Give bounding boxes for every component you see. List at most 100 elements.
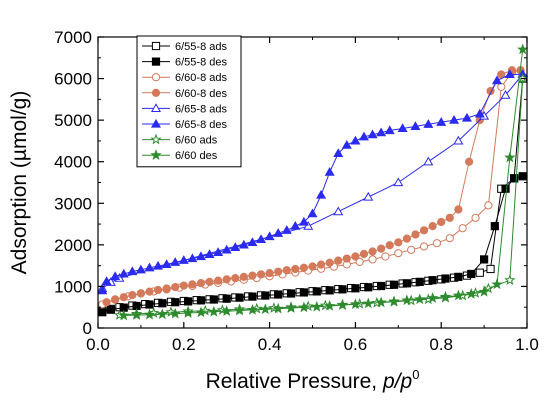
data-point-6-60-8-des — [497, 70, 506, 79]
data-point-6-60-8-des — [188, 280, 197, 289]
data-point-6-65-8-des — [144, 262, 155, 272]
data-point-6-60-8-des — [179, 281, 188, 290]
data-point-6-55-8-des — [106, 305, 115, 314]
data-point-6-60-des — [195, 306, 207, 318]
data-point-6-65-8-des — [230, 242, 241, 251]
data-point-6-60-8-ads — [432, 239, 442, 248]
data-point-6-55-8-des — [286, 289, 296, 298]
data-point-6-65-8-des — [101, 276, 112, 286]
data-point-6-60-8-des — [162, 284, 171, 293]
data-point-6-65-8-des — [449, 114, 460, 124]
data-point-6-55-8-des — [351, 284, 360, 293]
y-tick-label: 2000 — [54, 236, 92, 255]
data-point-6-55-8-des — [183, 297, 193, 306]
data-point-6-65-8-des — [491, 75, 502, 85]
data-point-6-65-8-ads — [303, 221, 314, 230]
data-point-6-60-8-des — [299, 263, 309, 272]
data-point-6-65-8-des — [436, 117, 447, 126]
data-point-6-65-8-des — [410, 121, 421, 130]
data-point-6-60-8-des — [368, 247, 377, 256]
data-point-6-60-des — [452, 289, 464, 301]
data-point-6-65-8-des — [307, 208, 318, 218]
data-point-6-65-8-des — [213, 247, 224, 256]
data-point-6-60-des — [336, 299, 349, 310]
data-point-6-60-des — [118, 309, 130, 321]
data-point-6-65-8-des — [247, 237, 258, 246]
x-tick-label: 0.6 — [344, 335, 368, 354]
data-point-6-65-8-des — [461, 112, 472, 122]
data-point-6-55-8-des — [402, 279, 411, 288]
data-point-6-65-8-des — [238, 239, 249, 249]
y-tick-label: 0 — [83, 319, 92, 338]
data-point-6-60-8-des — [231, 274, 240, 283]
data-point-6-55-8-des — [261, 291, 270, 300]
y-axis-title: Adsorption (µmol/g) — [8, 91, 31, 275]
data-point-6-55-8-des — [510, 174, 519, 183]
data-point-6-55-8-des — [364, 283, 373, 292]
legend-label-6-60-des: 6/60 des — [175, 150, 218, 162]
data-point-6-60-des — [221, 305, 233, 316]
data-point-6-65-8-ads — [453, 135, 464, 145]
data-point-6-60-8-des — [222, 275, 231, 284]
data-point-6-55-8-des — [480, 255, 489, 264]
data-point-6-60-8-des — [119, 293, 128, 302]
legend-marker-6-60-des — [150, 149, 162, 160]
data-point-6-60-des — [259, 303, 271, 315]
data-point-6-55-8-des — [209, 295, 218, 304]
legend-marker-6-55-8-ads — [151, 41, 161, 51]
data-point-6-60-8-des — [239, 272, 248, 281]
data-point-6-65-8-des — [290, 221, 301, 230]
data-point-6-65-8-ads — [333, 206, 344, 216]
data-point-6-65-8-des — [127, 266, 138, 276]
data-point-6-55-8-des — [98, 308, 107, 317]
data-point-6-60-8-des — [437, 217, 446, 227]
data-point-6-60-8-des — [316, 260, 326, 269]
data-point-6-60-8-des — [464, 157, 474, 166]
data-point-6-60-8-des — [411, 230, 420, 239]
data-point-6-60-8-des — [128, 291, 137, 300]
data-point-6-55-8-des — [441, 274, 450, 283]
data-point-6-60-8-ads — [458, 224, 467, 233]
data-point-6-60-8-des — [419, 226, 429, 235]
data-point-6-60-des — [478, 285, 490, 297]
data-point-6-60-8-ads — [407, 245, 416, 254]
series-6-60-8-des — [102, 66, 525, 307]
data-point-6-60-des — [517, 43, 529, 55]
data-point-6-60-des — [349, 298, 362, 310]
x-title-superscript: 0 — [412, 367, 419, 382]
data-point-6-60-8-des — [205, 277, 214, 286]
data-point-6-60-8-des — [111, 295, 120, 304]
legend-marker-6-60-8-des — [151, 88, 161, 97]
data-point-6-65-8-ads — [500, 90, 511, 99]
data-point-6-60-8-des — [274, 267, 283, 276]
data-point-6-60-8-des — [196, 279, 206, 288]
legend-label-6-60-ads: 6/60 ads — [175, 135, 218, 147]
data-point-6-65-8-des — [281, 225, 292, 234]
data-point-6-65-8-des — [397, 123, 408, 133]
data-point-6-60-8-des — [282, 266, 291, 275]
data-point-6-55-8-des — [454, 272, 463, 281]
data-point-6-60-8-des — [153, 285, 163, 295]
data-point-6-60-8-des — [248, 271, 257, 280]
data-point-6-55-8-des — [467, 269, 476, 279]
data-point-6-60-des — [465, 287, 477, 299]
legend-marker-6-60-8-ads — [151, 73, 161, 82]
x-tick-label: 0.4 — [258, 335, 282, 354]
data-point-6-65-8-des — [110, 271, 121, 281]
data-point-6-55-8-des — [222, 294, 231, 303]
data-point-6-65-8-des — [358, 131, 369, 141]
data-point-6-65-8-des — [333, 148, 344, 158]
legend-marker-6-65-8-ads — [150, 103, 162, 113]
x-title-italic: p/p — [382, 370, 412, 393]
data-point-6-65-8-des — [376, 127, 387, 137]
data-point-6-65-8-des — [187, 253, 198, 263]
series-6-60-des — [118, 43, 529, 321]
legend-label-6-60-8-ads: 6/60-8 ads — [175, 72, 227, 84]
data-point-6-60-8-des — [385, 241, 394, 250]
data-point-6-65-8-des — [256, 234, 267, 244]
data-point-6-55-8-des — [171, 298, 180, 307]
data-point-6-60-des — [362, 297, 374, 309]
data-point-6-65-8-des — [423, 119, 434, 128]
data-point-6-55-8-des — [377, 281, 386, 291]
